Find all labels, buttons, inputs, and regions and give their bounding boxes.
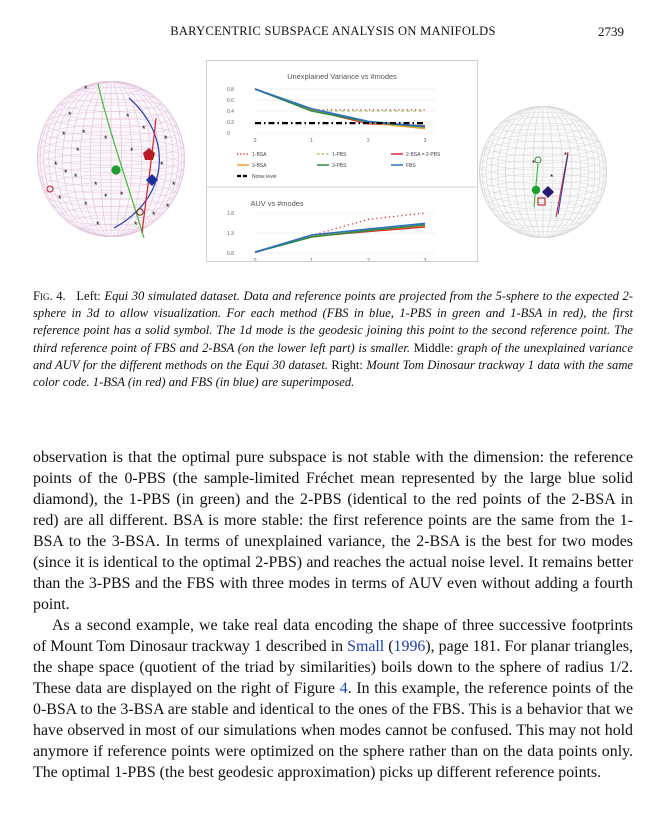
right-sphere-plot: * * * (479, 106, 607, 238)
geodesic-green (97, 83, 145, 239)
data-point-marker: * (152, 210, 156, 220)
y-tick-label: 0.8 (227, 251, 234, 257)
data-point-marker: * (172, 180, 176, 190)
left-sphere-plot: ******************* ***** (37, 81, 185, 239)
sphere-mesh (37, 81, 185, 237)
pbs-reference-point (111, 165, 121, 175)
legend-label: 2-BSA = 2-PBS (406, 152, 441, 158)
x-tick-label: 1 (310, 138, 313, 144)
caption-left-text: Equi 30 simulated dataset. Data and refe… (33, 289, 634, 355)
figure-4: * * * * * * * * * * * * * * * * * * * * * * * * Unexplained Var… (30, 58, 640, 278)
figure-caption: Fig. 4. Left: Equi 30 simulated dataset.… (33, 288, 633, 391)
data-point-marker: * (54, 160, 58, 170)
data-point-marker: * (120, 190, 124, 200)
paragraph-2-part-c: . In this example, the reference points … (33, 680, 633, 781)
data-point-marker: * (104, 192, 108, 202)
data-point-marker: * (164, 134, 168, 144)
legend-label: 1-BSA (252, 152, 267, 158)
running-header: BARYCENTRIC SUBSPACE ANALYSIS ON MANIFOL… (0, 24, 666, 44)
chart-panel: Unexplained Variance vs #modes 0.8 0.6 0.4… (206, 60, 478, 264)
x-tick-label: 0 (254, 258, 257, 261)
series-line (254, 226, 426, 253)
y-tick-label: 0 (227, 131, 230, 137)
y-tick-label: 0.4 (227, 109, 234, 115)
ref-point-red-right (537, 197, 546, 206)
geodesic-green-right (533, 163, 539, 208)
citation-year-link[interactable]: 1996 (393, 638, 426, 655)
paragraph-2-part-a: As a second example, we take real data e… (33, 617, 633, 655)
y-tick-label: 0.2 (227, 120, 234, 126)
svg-text:*: * (564, 151, 567, 160)
x-tick-label: 2 (367, 258, 370, 261)
legend-label: Noise level (252, 174, 276, 180)
data-point-marker: * (104, 134, 108, 144)
data-point-marker: * (96, 220, 100, 230)
data-point-marker: * (160, 160, 164, 170)
data-point-marker: * (142, 124, 146, 134)
series-line (254, 222, 426, 253)
x-tick-label: 3 (424, 138, 427, 144)
data-point-marker: * (134, 220, 138, 230)
data-point-marker: * (62, 130, 66, 140)
geodesic-red-right (555, 151, 569, 218)
bsa-reference-point (143, 148, 155, 160)
x-tick-label: 2 (367, 138, 370, 144)
data-point-marker: * (64, 168, 68, 178)
data-point-marker: * (58, 194, 62, 204)
legend-label: 3-PBS (332, 163, 347, 169)
legend-label: FBS (406, 163, 416, 169)
geodesic-blue (113, 97, 160, 229)
data-point-marker: * (84, 84, 88, 94)
caption-right-text: Mount Tom Dinosaur trackway 1 data with … (33, 357, 634, 390)
sphere-mesh-right (479, 106, 607, 238)
y-tick-label: 1.3 (227, 231, 234, 237)
y-tick-label: 0.8 (227, 87, 234, 93)
data-point-marker: * (82, 128, 86, 138)
geodesic-blue-right (557, 153, 569, 215)
data-point-marker: * (130, 146, 134, 156)
caption-label: Fig. 4. (33, 289, 66, 303)
caption-left-label: Left: (76, 289, 101, 303)
x-tick-label: 0 (254, 138, 257, 144)
running-title: BARYCENTRIC SUBSPACE ANALYSIS ON MANIFOL… (170, 24, 496, 38)
data-point-marker: * (126, 112, 130, 122)
svg-text:*: * (532, 159, 535, 168)
paragraph-2: As a second example, we take real data e… (33, 617, 633, 781)
series-line (254, 88, 426, 127)
series-line (254, 88, 426, 128)
figure-ref-link[interactable]: 4 (339, 680, 348, 697)
legend-label: 3-BSA (252, 163, 267, 169)
caption-middle-label: Middle: (413, 340, 454, 355)
legend-label: 1-PBS (332, 152, 347, 158)
ref-point-small-right (534, 156, 542, 164)
paragraph-1: observation is that the optimal pure sub… (33, 449, 633, 613)
page-number: 2739 (598, 24, 624, 39)
small-reference-point (136, 208, 144, 216)
y-tick-label: 1.8 (227, 211, 234, 217)
paragraph-2-part-b: ), page 181. For planar triangles, the s… (33, 638, 633, 697)
ref-point-fbs-right (542, 186, 554, 198)
data-point-marker: * (94, 180, 98, 190)
unexplained-variance-chart: Unexplained Variance vs #modes 0.8 0.6 0.4… (207, 72, 477, 264)
chart-title-uv: Unexplained Variance vs #modes (287, 72, 397, 81)
svg-text:*: * (550, 173, 553, 182)
data-point-marker: * (76, 146, 80, 156)
small-reference-point-left (46, 185, 54, 193)
data-point-marker: * (84, 200, 88, 210)
data-point-marker: * (68, 110, 72, 120)
fbs-reference-point (146, 174, 158, 186)
y-tick-label: 0.6 (227, 98, 234, 104)
x-tick-label: 3 (424, 258, 427, 261)
series-line (254, 224, 426, 253)
data-point-marker: * (74, 172, 78, 182)
caption-right-label: Right: (331, 357, 363, 372)
data-point-marker: * (166, 202, 170, 212)
x-tick-label: 1 (310, 258, 313, 261)
ref-point-green-right (531, 185, 541, 195)
series-line (254, 88, 426, 128)
citation-link[interactable]: Small (347, 638, 385, 655)
chart-title-auv: AUV vs #modes (251, 199, 304, 208)
body-text: observation is that the optimal pure sub… (33, 447, 633, 783)
caption-middle-text: graph of the unexplained variance and AU… (33, 340, 633, 372)
